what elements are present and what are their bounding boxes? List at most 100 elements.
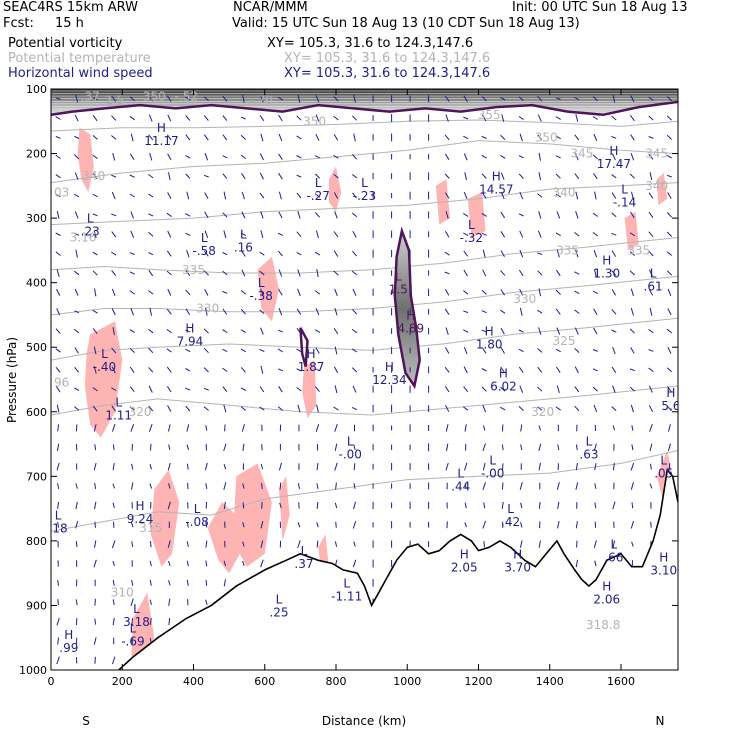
wind-vector <box>629 270 636 276</box>
wind-vector <box>205 540 208 548</box>
theta-contour-340 <box>51 182 678 226</box>
wind-vector <box>278 114 283 122</box>
hl-marker: H17.47 <box>597 144 631 171</box>
hl-marker: H9.24 <box>127 499 154 526</box>
legend-theta-label: Potential temperature <box>8 51 151 66</box>
x-tick-label: 600 <box>254 675 275 688</box>
wind-vector <box>94 288 97 297</box>
wind-vector <box>463 310 469 314</box>
wind-vector <box>463 406 469 411</box>
wind-vector <box>666 96 673 102</box>
wind-vector <box>148 213 154 217</box>
wind-vector <box>500 211 506 219</box>
wind-vector <box>482 404 487 413</box>
wind-vector <box>111 213 117 217</box>
wind-vector <box>538 152 541 161</box>
wind-vector <box>130 424 135 432</box>
hl-letter: H <box>64 628 73 642</box>
wind-vector <box>259 270 265 276</box>
theta-label: 350 <box>303 114 326 128</box>
wind-vector <box>592 368 598 372</box>
x-tick-label: 1400 <box>536 675 564 688</box>
wind-vector <box>501 482 504 490</box>
wind-vector <box>463 191 468 200</box>
model-title: SEAC4RS 15km ARW <box>3 0 139 15</box>
wind-vector <box>463 346 468 355</box>
wind-vector <box>481 212 487 217</box>
wind-vector <box>555 289 561 296</box>
legend-theta-xy: XY= 105.3, 31.6 to 124.3,147.6 <box>284 51 491 66</box>
wind-vector <box>240 406 247 411</box>
wind-vector <box>56 443 60 451</box>
legend-wind-label: Horizontal wind speed <box>8 66 153 81</box>
y-tick-label: 400 <box>26 277 47 290</box>
wind-vector <box>223 560 227 567</box>
wind-vector <box>445 289 450 296</box>
direction-north: N <box>656 714 665 728</box>
wind-vector <box>278 269 283 277</box>
theta-label: 350 <box>535 130 558 144</box>
wind-vector <box>74 211 79 219</box>
wind-vector <box>649 307 653 316</box>
wind-vector <box>537 134 543 141</box>
wind-vector <box>444 251 450 256</box>
wind-vector <box>111 288 116 296</box>
wind-vector <box>278 386 283 393</box>
wind-vector <box>500 366 506 373</box>
wind-vector <box>223 501 226 509</box>
wind-vector <box>353 501 356 510</box>
wind-vector <box>296 231 302 238</box>
wind-vector <box>240 173 246 180</box>
wind-vector <box>592 386 598 392</box>
wind-vector <box>260 520 264 529</box>
hl-letter: H <box>307 347 316 361</box>
x-tick-label: 1600 <box>607 675 635 688</box>
wind-vector <box>648 153 654 160</box>
hl-letter: L <box>621 183 628 197</box>
wind-vector <box>483 541 485 548</box>
wind-vector <box>666 367 673 373</box>
hl-value: 2.05 <box>451 560 478 574</box>
wind-vector <box>185 115 191 121</box>
wind-vector <box>612 385 616 393</box>
wind-vector <box>55 366 61 373</box>
wind-vector <box>168 172 171 181</box>
wind-vector <box>444 366 450 373</box>
wind-vector <box>629 115 635 122</box>
wind-vector <box>666 115 673 121</box>
wind-vector <box>612 501 616 510</box>
wind-vector <box>612 463 615 471</box>
wind-vector <box>297 522 301 528</box>
wind-vector <box>222 115 228 121</box>
theta-contour-325 <box>51 317 678 361</box>
wind-vector <box>648 250 654 257</box>
wind-vector <box>112 483 115 489</box>
wind-vector <box>519 133 523 142</box>
wind-vector <box>518 155 524 159</box>
wind-vector <box>574 271 580 275</box>
shaded-region <box>77 127 94 193</box>
wind-vector <box>129 329 135 334</box>
wind-vector <box>297 288 301 296</box>
wind-vector <box>57 579 59 586</box>
wind-vector <box>149 463 152 470</box>
wind-vector <box>205 521 208 528</box>
wind-vector <box>57 637 59 645</box>
wind-vector <box>630 288 634 297</box>
wind-vector <box>149 579 152 586</box>
wind-vector <box>148 252 154 256</box>
hl-marker: H14.57 <box>479 170 513 197</box>
wind-vector <box>520 444 523 451</box>
wind-vector <box>186 463 189 470</box>
wind-vector <box>445 405 450 412</box>
wind-vector <box>203 96 209 101</box>
hl-letter: H <box>460 547 469 561</box>
theta-label: .37 <box>81 90 100 104</box>
wind-vector <box>444 95 450 102</box>
wind-vector <box>75 599 78 606</box>
wind-vector <box>56 656 60 665</box>
wind-vector <box>611 270 617 276</box>
wind-vector <box>296 308 302 315</box>
wind-vector <box>111 115 117 121</box>
wind-vector <box>240 367 246 373</box>
